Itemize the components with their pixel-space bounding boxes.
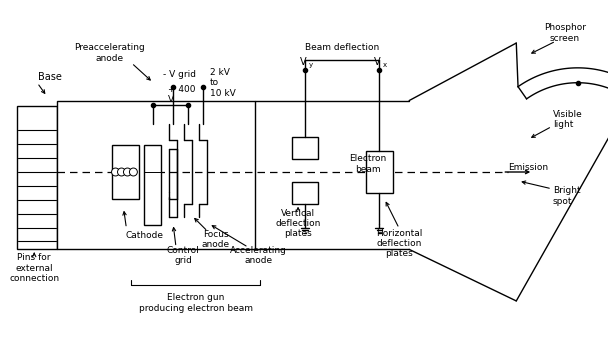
Bar	[292, 137, 318, 159]
Text: + 400
V: + 400 V	[168, 85, 196, 104]
Bar	[112, 145, 139, 199]
Circle shape	[129, 168, 137, 176]
Text: Bright
spot: Bright spot	[553, 186, 581, 205]
Bar	[57, 100, 256, 249]
Text: Beam deflection: Beam deflection	[304, 43, 379, 52]
Text: Base: Base	[38, 72, 62, 82]
Text: Phosphor
screen: Phosphor screen	[544, 23, 586, 43]
Text: Visible
light: Visible light	[553, 110, 583, 129]
Text: 2 kV
to
10 kV: 2 kV to 10 kV	[210, 68, 235, 98]
Text: Electron gun
producing electron beam: Electron gun producing electron beam	[139, 293, 253, 313]
Bar	[292, 182, 318, 204]
Text: - V grid: - V grid	[163, 70, 196, 79]
Circle shape	[123, 168, 131, 176]
Circle shape	[112, 168, 120, 176]
Text: V: V	[374, 57, 381, 67]
Circle shape	[118, 168, 126, 176]
Text: Accelerating
anode: Accelerating anode	[230, 246, 287, 265]
Text: Preaccelerating
anode: Preaccelerating anode	[74, 43, 145, 63]
Text: y: y	[309, 62, 313, 68]
Text: Focus
anode: Focus anode	[202, 230, 230, 249]
Text: Vertical
deflection
plates: Vertical deflection plates	[275, 209, 321, 238]
Text: Control
grid: Control grid	[167, 246, 199, 265]
Bar	[17, 106, 57, 249]
Text: V: V	[300, 57, 306, 67]
Text: Horizontal
deflection
plates: Horizontal deflection plates	[376, 228, 422, 258]
Text: Electron
beam: Electron beam	[349, 154, 386, 174]
Text: Cathode: Cathode	[125, 231, 163, 240]
Text: x: x	[383, 62, 387, 68]
Text: Pins for
external
connection: Pins for external connection	[9, 253, 59, 283]
Text: Emission: Emission	[508, 163, 548, 172]
Bar	[145, 145, 161, 225]
Bar	[365, 151, 393, 193]
